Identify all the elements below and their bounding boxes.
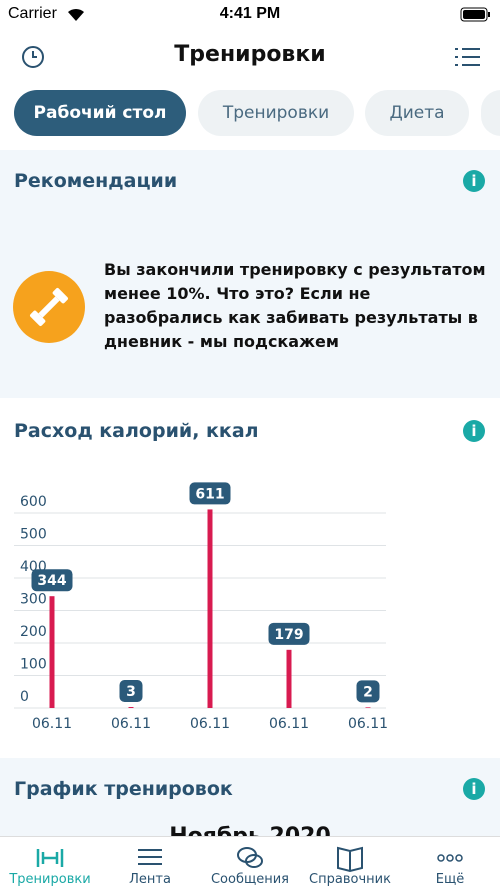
battery-icon [460, 7, 490, 22]
x-tick-label: 06.11 [348, 716, 388, 732]
tab[interactable]: Тренировки [198, 90, 354, 136]
x-tick-label: 06.11 [111, 716, 151, 732]
value-label: 179 [274, 627, 303, 643]
value-badge [31, 569, 73, 592]
nav-icon [337, 846, 363, 873]
card-title: Расход калорий, ккал [14, 420, 259, 442]
info-button[interactable]: i [463, 420, 485, 442]
month-label: Ноябрь 2020 [0, 824, 500, 836]
recommendations-card: Рекомендации i Вы закончили тренировку с… [0, 150, 500, 398]
time: 4:41 PM [219, 5, 281, 22]
nav-label: Тренировки [9, 872, 91, 887]
info-button[interactable]: i [463, 170, 485, 192]
value-badge [119, 680, 143, 703]
bar [286, 649, 292, 708]
schedule-card: График тренировок i Ноябрь 2020 [0, 758, 500, 836]
bar [49, 596, 55, 708]
header-title: Тренировки [174, 42, 326, 67]
tab[interactable]: Рабочий стол [14, 90, 186, 136]
x-tick-label: 06.11 [269, 716, 309, 732]
bar [207, 509, 213, 708]
wifi-icon [68, 8, 84, 21]
nav-item[interactable]: Тренировки [0, 837, 100, 887]
tab[interactable]: Диета [365, 90, 469, 136]
history-button[interactable] [20, 44, 46, 70]
value-label: 2 [363, 684, 373, 700]
y-tick-label: 200 [20, 624, 47, 640]
x-tick-label: 06.11 [32, 716, 72, 732]
dumbbell-icon [13, 271, 85, 343]
nav-item[interactable]: Ещё [400, 837, 500, 887]
value-label: 344 [37, 573, 66, 589]
y-tick-label: 500 [20, 527, 47, 543]
value-label: 3 [126, 684, 136, 700]
carrier: Carrier [8, 5, 57, 22]
y-tick-label: 600 [20, 494, 47, 510]
nav-item[interactable]: Лента [100, 837, 200, 887]
nav-label: Справочник [309, 872, 391, 887]
y-tick-label: 100 [20, 657, 47, 673]
card-title: График тренировок [14, 778, 233, 800]
value-badge [356, 680, 380, 703]
calories-chart: 010020030040050060006.1134406.11306.1161… [14, 482, 388, 732]
x-tick-label: 06.11 [190, 716, 230, 732]
nav-icon [138, 849, 162, 865]
nav-icon [437, 854, 463, 862]
value-label: 611 [195, 486, 224, 502]
bottom-nav: Тренировки Лента Сообщения Справочник Ещ… [0, 836, 500, 890]
nav-item[interactable]: Сообщения [200, 837, 300, 887]
recommendation-text: Вы закончили тренировку с результатом ме… [104, 260, 486, 351]
nav-label: Лента [129, 872, 171, 887]
card-title: Рекомендации [14, 170, 178, 192]
nav-icon [237, 847, 263, 868]
nav-item[interactable]: Справочник [300, 837, 400, 887]
value-badge [189, 482, 231, 505]
menu-button[interactable] [455, 46, 481, 68]
bar [128, 707, 134, 708]
y-tick-label: 0 [20, 689, 29, 705]
y-tick-label: 300 [20, 592, 47, 608]
nav-icon [36, 849, 64, 867]
nav-label: Сообщения [210, 872, 289, 887]
nav-label: Ещё [435, 872, 465, 887]
value-badge [268, 622, 310, 645]
info-button[interactable]: i [463, 778, 485, 800]
tab-partial [481, 90, 500, 136]
bar [365, 707, 371, 708]
